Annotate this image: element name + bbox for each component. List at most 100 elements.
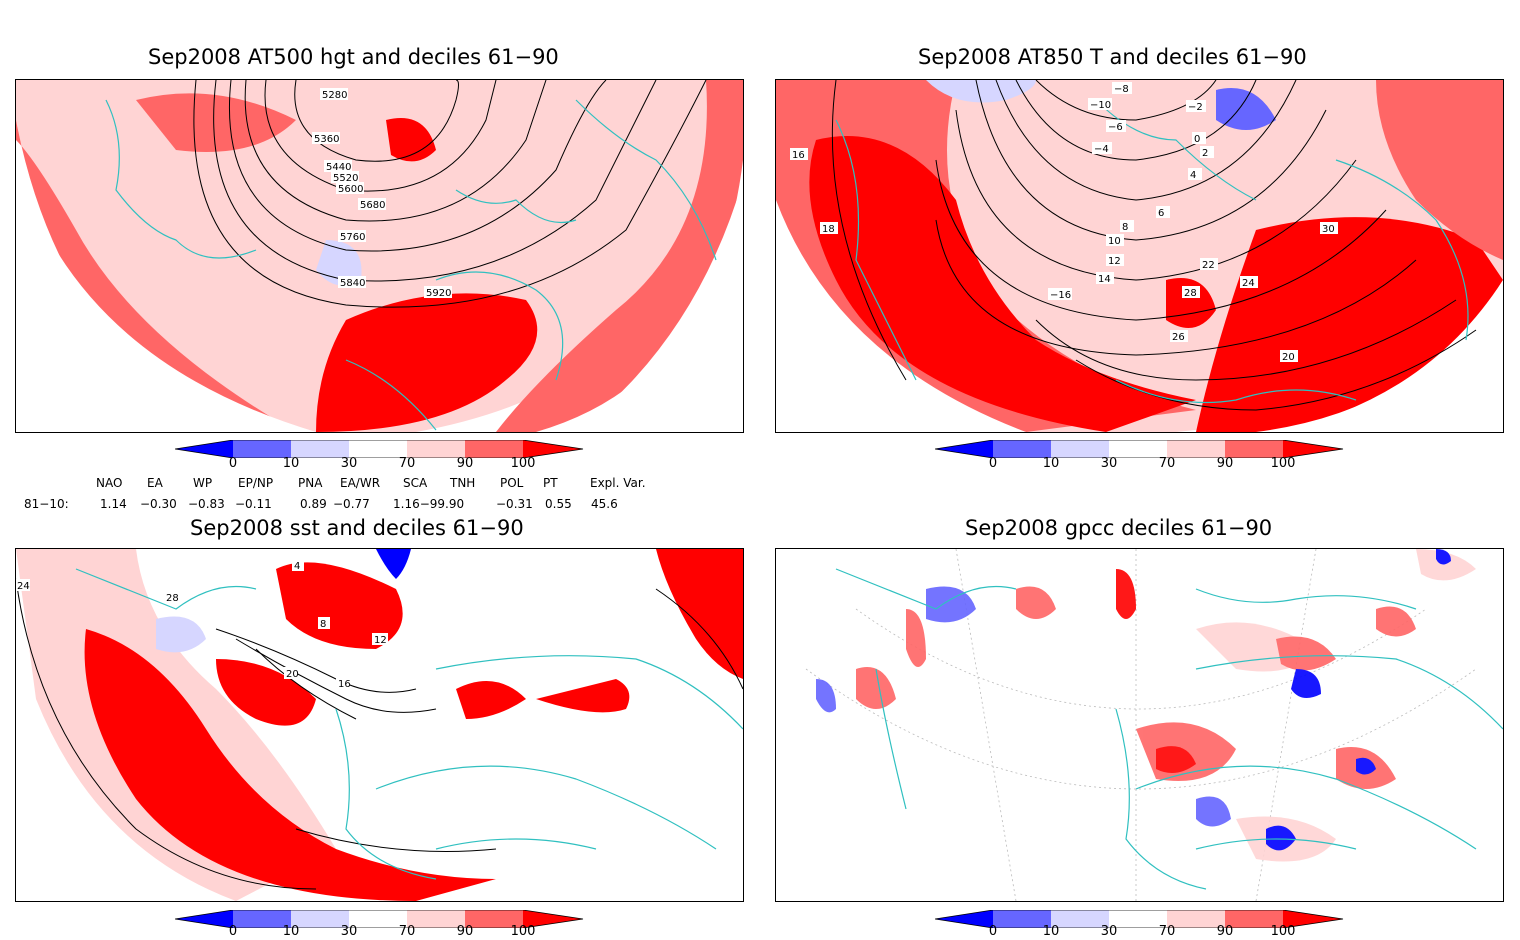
cb-seg-10-30	[291, 440, 349, 458]
cb-seg-0-10	[233, 910, 291, 928]
contour-label: 8	[320, 619, 326, 630]
panel-title-hgt: Sep2008 AT500 hgt and deciles 61−90	[148, 45, 559, 69]
cb-seg-70-90	[407, 910, 465, 928]
contour-label: −16	[1050, 290, 1071, 301]
cb-tick: 10	[1042, 924, 1060, 939]
cb-tick: 0	[228, 456, 238, 471]
index-value: −0.31	[496, 497, 533, 511]
contour-label: 24	[17, 581, 30, 592]
cb-seg-90-100	[465, 910, 523, 928]
cb-seg-70-90	[1167, 910, 1225, 928]
cb-seg-30-70	[1109, 910, 1167, 928]
cb-seg-90-100	[465, 440, 523, 458]
index-header: NAO	[96, 476, 123, 490]
panel-title-t850: Sep2008 AT850 T and deciles 61−90	[918, 45, 1307, 69]
cb-seg-30-70	[349, 440, 407, 458]
cb-tick: 10	[282, 456, 300, 471]
cb-seg-10-30	[1051, 440, 1109, 458]
contour-label: 4	[294, 561, 300, 572]
contour-label: 0	[1194, 134, 1200, 145]
cb-tick: 100	[1270, 924, 1296, 939]
cb-seg-90-100	[1225, 910, 1283, 928]
cb-seg-70-90	[407, 440, 465, 458]
cb-seg-gt100	[1283, 910, 1343, 928]
map-t850: −8 −10 −6 −2 0 2 −4 4 6 8 10 12 14 −16 1…	[775, 79, 1504, 433]
contour-label: 16	[792, 150, 805, 161]
cb-seg-lt0	[175, 440, 233, 458]
contour-label: 16	[338, 679, 351, 690]
index-value: 0.89	[300, 497, 327, 511]
index-value: −0.30	[140, 497, 177, 511]
contour-label: 18	[822, 224, 835, 235]
cb-seg-lt0	[935, 910, 993, 928]
cb-seg-0-10	[993, 440, 1051, 458]
cb-seg-10-30	[1051, 910, 1109, 928]
cb-seg-gt100	[1283, 440, 1343, 458]
cb-tick: 0	[228, 924, 238, 939]
cb-tick: 90	[1216, 924, 1234, 939]
panel-title-gpcc: Sep2008 gpcc deciles 61−90	[965, 516, 1273, 540]
contour-label: 20	[1282, 352, 1295, 363]
cb-seg-lt0	[175, 910, 233, 928]
index-header: EA	[147, 476, 163, 490]
colorbar-gpcc: 0 10 30 70 90 100	[934, 909, 1345, 940]
contour-label: 5520	[333, 173, 358, 184]
cb-tick: 90	[1216, 456, 1234, 471]
cb-tick: 100	[510, 924, 536, 939]
contour-label: 4	[1190, 170, 1196, 181]
index-row-label: 81−10:	[24, 497, 69, 511]
contour-label: 28	[166, 593, 179, 604]
contour-label: 22	[1202, 260, 1215, 271]
cb-seg-90-100	[1225, 440, 1283, 458]
contour-label: 5280	[322, 90, 347, 101]
contour-label: −8	[1114, 84, 1129, 95]
contour-label: 6	[1158, 208, 1164, 219]
cb-tick: 100	[1270, 456, 1296, 471]
colorbar-hgt: 0 10 30 70 90 100	[174, 439, 585, 476]
contour-label: 5840	[340, 278, 365, 289]
index-header: EA/WR	[340, 476, 381, 490]
map-hgt500: 5280 5360 5440 5520 5600 5680 5760 5840 …	[15, 79, 744, 433]
index-value: 1.16−99.90	[393, 497, 465, 511]
contour-label: 5360	[314, 134, 339, 145]
index-value: 45.6	[591, 497, 618, 511]
index-header: WP	[193, 476, 213, 490]
cb-seg-10-30	[291, 910, 349, 928]
index-header: EP/NP	[238, 476, 274, 490]
cb-seg-0-10	[993, 910, 1051, 928]
index-header: POL	[500, 476, 524, 490]
cb-tick: 90	[456, 924, 474, 939]
contour-label: 5440	[326, 162, 351, 173]
map-gpcc	[775, 548, 1504, 902]
contour-label: −6	[1108, 122, 1123, 133]
index-value: 0.55	[545, 497, 572, 511]
cb-tick: 70	[1158, 924, 1176, 939]
contour-label: 5680	[360, 200, 385, 211]
contour-label: 12	[374, 635, 387, 646]
contour-label: 28	[1184, 288, 1197, 299]
cb-tick: 0	[988, 456, 998, 471]
cb-tick: 30	[340, 924, 358, 939]
cb-seg-30-70	[349, 910, 407, 928]
cb-tick: 10	[282, 924, 300, 939]
cb-seg-gt100	[523, 440, 583, 458]
colorbar-sst: 0 10 30 70 90 100	[174, 909, 585, 940]
index-header: PT	[543, 476, 558, 490]
panel-title-sst: Sep2008 sst and deciles 61−90	[190, 516, 524, 540]
cb-seg-lt0	[935, 440, 993, 458]
contour-label: 5920	[426, 288, 451, 299]
index-value: −0.83	[188, 497, 225, 511]
index-value: −0.11	[235, 497, 272, 511]
contour-label: 5760	[340, 232, 365, 243]
contour-label: 2	[1202, 148, 1208, 159]
index-value: 1.14	[100, 497, 127, 511]
cb-tick: 70	[398, 456, 416, 471]
contour-label: 8	[1122, 222, 1128, 233]
contour-label: −2	[1188, 102, 1203, 113]
cb-tick: 30	[1100, 456, 1118, 471]
contour-label: 30	[1322, 224, 1335, 235]
cb-seg-30-70	[1109, 440, 1167, 458]
index-header: PNA	[298, 476, 323, 490]
colorbar-t850: 0 10 30 70 90 100	[934, 439, 1345, 476]
index-header: TNH	[450, 476, 476, 490]
